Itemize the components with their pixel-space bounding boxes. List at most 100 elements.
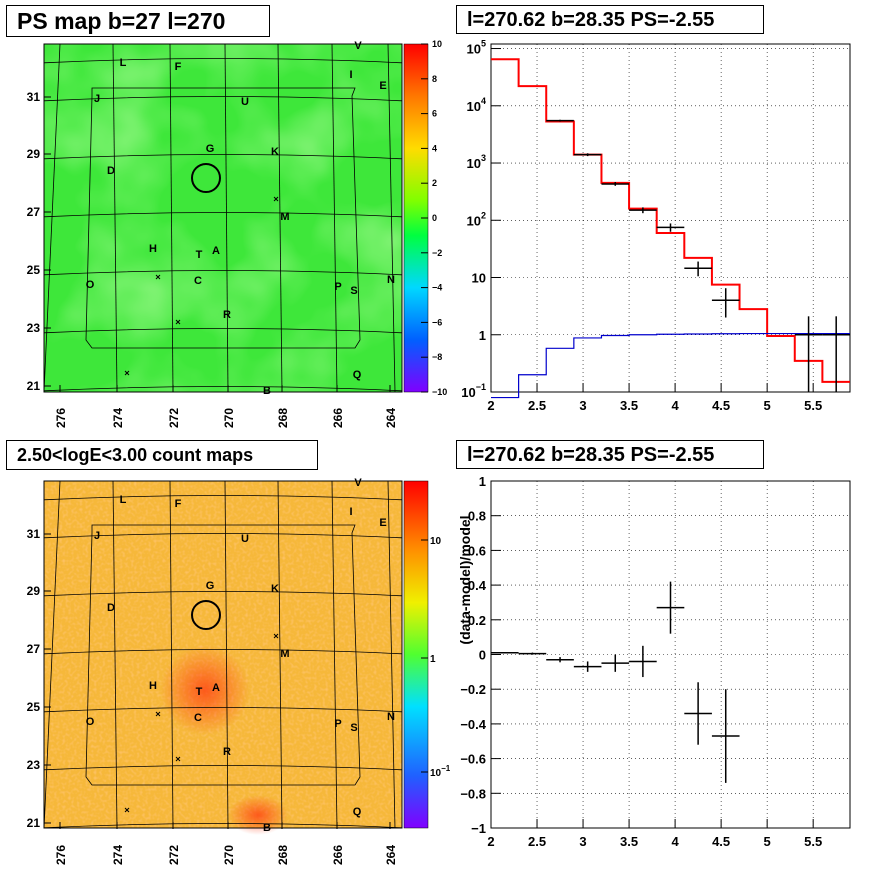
map-source-label: Q — [353, 369, 362, 381]
map-source-label: U — [241, 96, 249, 108]
residual-y-tick-label: 0.6 — [468, 543, 486, 558]
map-y-tick-label: 29 — [27, 584, 41, 598]
map-source-label: F — [175, 61, 182, 73]
ps-colorbar-tick-label: 10 — [432, 39, 442, 49]
map-longitude-line — [112, 481, 118, 828]
map-y-tick-label: 21 — [27, 379, 41, 393]
map-y-tick-label: 27 — [27, 205, 41, 219]
count-map-panel: L F V I E J U G K D M H T A C O P S N R Q B 276 274 272 270 268 26… — [27, 477, 451, 865]
map-source-label: H — [149, 243, 157, 255]
residual-x-tick-label: 4.5 — [712, 834, 730, 849]
count-map-hotspot — [160, 645, 250, 735]
map-source-label: J — [94, 93, 100, 105]
map-y-tick-label: 23 — [27, 321, 41, 335]
residual-y-tick-label: 0.4 — [468, 578, 487, 593]
map-source-label: O — [86, 716, 95, 728]
residual-y-tick-label: −1 — [471, 821, 486, 836]
map-y-tick-label: 25 — [27, 700, 41, 714]
residual-y-tick-label: 0 — [479, 648, 486, 663]
spectrum-x-tick-label: 4 — [671, 398, 679, 413]
residual-y-tick-label: 1 — [479, 474, 486, 489]
map-latitude-line — [44, 765, 402, 771]
ps-map-grid — [44, 44, 402, 392]
map-latitude-line — [44, 495, 402, 501]
map-y-tick-label: 31 — [27, 90, 41, 104]
residual-y-tick-label: −0.2 — [460, 682, 486, 697]
map-latitude-line — [44, 386, 402, 392]
map-source-label: Q — [353, 806, 362, 818]
spectrum-x-tick-label: 2.5 — [528, 398, 546, 413]
ps-map-texture — [44, 44, 402, 392]
ps-colorbar-tick-label: −10 — [432, 387, 447, 397]
map-source-label: D — [107, 165, 115, 177]
map-source-label: K — [271, 583, 279, 595]
map-x-tick-label: 272 — [167, 408, 181, 428]
spectrum-x-tick-label: 5.5 — [804, 398, 822, 413]
map-longitude-line — [331, 481, 338, 828]
map-source-label: C — [194, 275, 202, 287]
map-longitude-line — [169, 44, 174, 392]
residual-x-tick-label: 5 — [764, 834, 771, 849]
map-x-tick-label: 268 — [276, 408, 290, 428]
map-source-label: U — [241, 533, 249, 545]
map-y-tick-label: 25 — [27, 263, 41, 277]
spectrum-x-tick-label: 3 — [579, 398, 586, 413]
ps-colorbar-tick-label: −8 — [432, 352, 442, 362]
residual-panel: 2 2.5 3 3.5 4 4.5 5 5.5 1 0.8 0.6 0.4 0.2 0 −0.2 −0.4 −0… — [457, 474, 851, 849]
map-source-label: V — [354, 477, 362, 489]
map-source-label: B — [263, 385, 271, 397]
count-map-hotspot-b — [228, 795, 288, 835]
residual-y-tick-label: 0.8 — [468, 509, 486, 524]
map-source-marker — [155, 274, 161, 280]
map-x-tick-label: 268 — [276, 845, 290, 865]
count-colorbar — [403, 480, 429, 829]
map-longitude-line — [44, 44, 61, 392]
residual-y-tick-label: −0.8 — [460, 786, 486, 801]
map-source-label: N — [387, 711, 395, 723]
map-source-label: R — [223, 309, 231, 321]
map-latitude-line — [44, 707, 402, 713]
map-source-label: K — [271, 146, 279, 158]
map-source-marker — [273, 196, 279, 202]
ps-colorbar-tick-label: −4 — [432, 283, 442, 293]
map-source-label: C — [194, 712, 202, 724]
ps-map-axes: 276 274 272 270 268 266 264 21 23 25 27 29 31 — [27, 90, 398, 428]
map-region-outline — [85, 524, 361, 786]
map-x-tick-label: 270 — [222, 408, 236, 428]
map-y-tick-label: 29 — [27, 147, 41, 161]
count-map-frame — [43, 480, 403, 829]
map-y-tick-label: 21 — [27, 816, 41, 830]
map-x-tick-label: 264 — [384, 408, 398, 428]
residual-x-tick-label: 3.5 — [620, 834, 638, 849]
map-source-label: M — [280, 211, 289, 223]
spectrum-model-total-line — [491, 58, 850, 383]
count-map-axes: 276 274 272 270 268 266 264 21 23 25 27 29 31 — [27, 527, 398, 865]
map-x-tick-label: 274 — [111, 845, 125, 865]
map-region-outline — [85, 87, 361, 349]
map-source-label: A — [212, 245, 220, 257]
map-source-label: H — [149, 680, 157, 692]
residual-y-tick-label: 0.2 — [468, 613, 486, 628]
map-longitude-line — [331, 44, 338, 392]
map-source-label: L — [120, 57, 127, 69]
spectrum-x-tick-label: 2 — [487, 398, 494, 413]
spectrum-y-tick-label: 104 — [467, 96, 486, 114]
ps-map-title: PS map b=27 l=270 — [6, 5, 270, 37]
ps-colorbar-tick-label: 2 — [432, 178, 437, 188]
map-y-tick-label: 23 — [27, 758, 41, 772]
map-source-label: E — [379, 517, 386, 529]
map-source-marker — [175, 756, 181, 762]
map-longitude-line — [387, 44, 396, 392]
spectrum-title: l=270.62 b=28.35 PS=-2.55 — [456, 5, 764, 34]
ps-map-source-labels: L F V I E J U G K D M H T A C O P S N R Q B — [86, 40, 395, 397]
map-source-marker — [273, 633, 279, 639]
map-source-label: P — [334, 281, 341, 293]
residual-frame — [490, 480, 851, 829]
map-source-label: O — [86, 279, 95, 291]
map-latitude-line — [44, 96, 402, 102]
ps-colorbar-tick-label: 4 — [432, 143, 437, 153]
map-x-tick-label: 272 — [167, 845, 181, 865]
spectrum-x-tick-label: 5 — [764, 398, 771, 413]
map-source-label: P — [334, 718, 341, 730]
